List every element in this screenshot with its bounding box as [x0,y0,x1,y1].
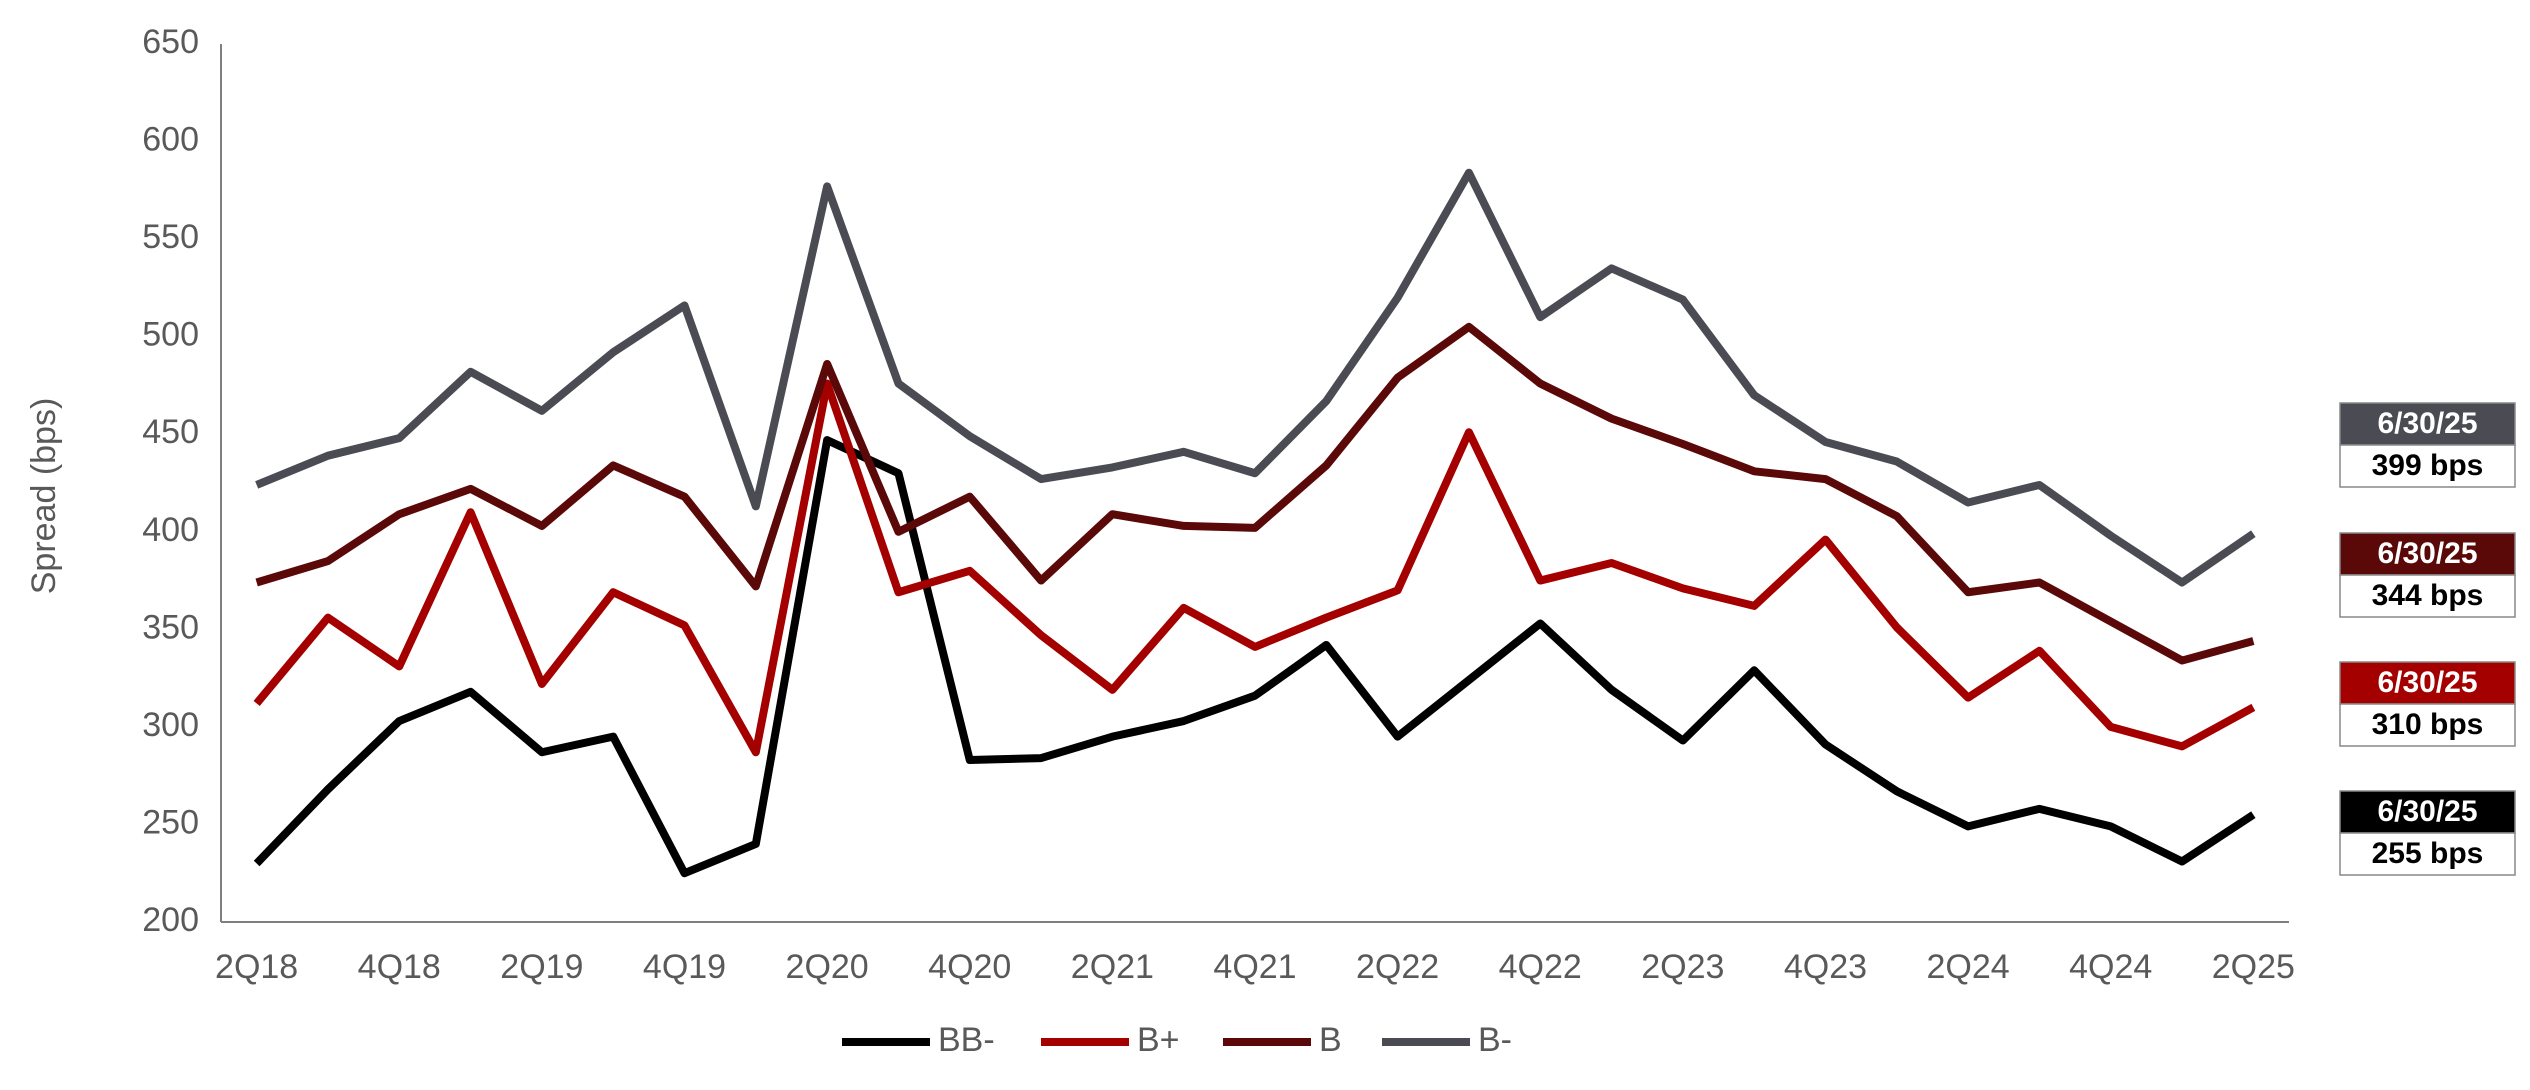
series-line [255,168,2256,587]
legend-label: B- [1478,1021,1512,1059]
series-line [253,436,2256,878]
annotation-date-box [2339,402,2516,446]
x-tick-label: 2Q25 [2212,948,2295,986]
y-tick-label: 250 [142,803,199,841]
y-tick-label: 200 [142,901,199,939]
annotation-date: 6/30/25 [2377,795,2477,828]
annotation-date: 6/30/25 [2377,407,2477,440]
series-line [255,322,2255,665]
annotation-date: 6/30/25 [2377,666,2477,699]
annotation-value-box [2339,574,2516,618]
annotation-value: 310 bps [2372,708,2484,741]
x-tick-label: 4Q18 [358,948,441,986]
x-tick-label: 4Q19 [643,948,726,986]
y-tick-label: 300 [142,706,199,744]
x-tick-label: 2Q18 [215,948,298,986]
x-tick-label: 4Q21 [1213,948,1296,986]
y-tick-label: 500 [142,316,199,354]
annotation-value: 399 bps [2372,449,2484,482]
y-tick-label: 450 [142,413,199,451]
x-tick-label: 2Q21 [1071,948,1154,986]
x-tick-label: 4Q20 [928,948,1011,986]
annotation-date: 6/30/25 [2377,537,2477,570]
annotation-value: 344 bps [2372,579,2484,612]
annotation-date-box [2339,661,2516,705]
annotation-value: 255 bps [2372,837,2484,870]
x-tick-label: 4Q24 [2069,948,2152,986]
x-tick-label: 2Q23 [1641,948,1724,986]
annotation-value-box [2339,832,2516,876]
y-tick-label: 600 [142,121,199,159]
legend-label: B+ [1137,1021,1180,1059]
x-tick-label: 2Q22 [1356,948,1439,986]
annotation-date-box [2339,532,2516,576]
legend-label: BB- [938,1021,995,1059]
legend-label: B [1319,1021,1342,1059]
y-tick-label: 650 [142,23,199,61]
annotation-value-box [2339,703,2516,747]
series-line [253,379,2256,757]
y-tick-label: 550 [142,218,199,256]
annotation-value-box [2339,444,2516,488]
x-tick-label: 2Q19 [500,948,583,986]
y-axis-title: Spread (bps) [25,398,63,595]
x-tick-label: 4Q23 [1784,948,1867,986]
x-tick-label: 2Q24 [1927,948,2010,986]
x-tick-label: 4Q22 [1499,948,1582,986]
y-tick-label: 350 [142,608,199,646]
x-tick-label: 2Q20 [786,948,869,986]
y-tick-label: 400 [142,511,199,549]
annotation-date-box [2339,790,2516,834]
